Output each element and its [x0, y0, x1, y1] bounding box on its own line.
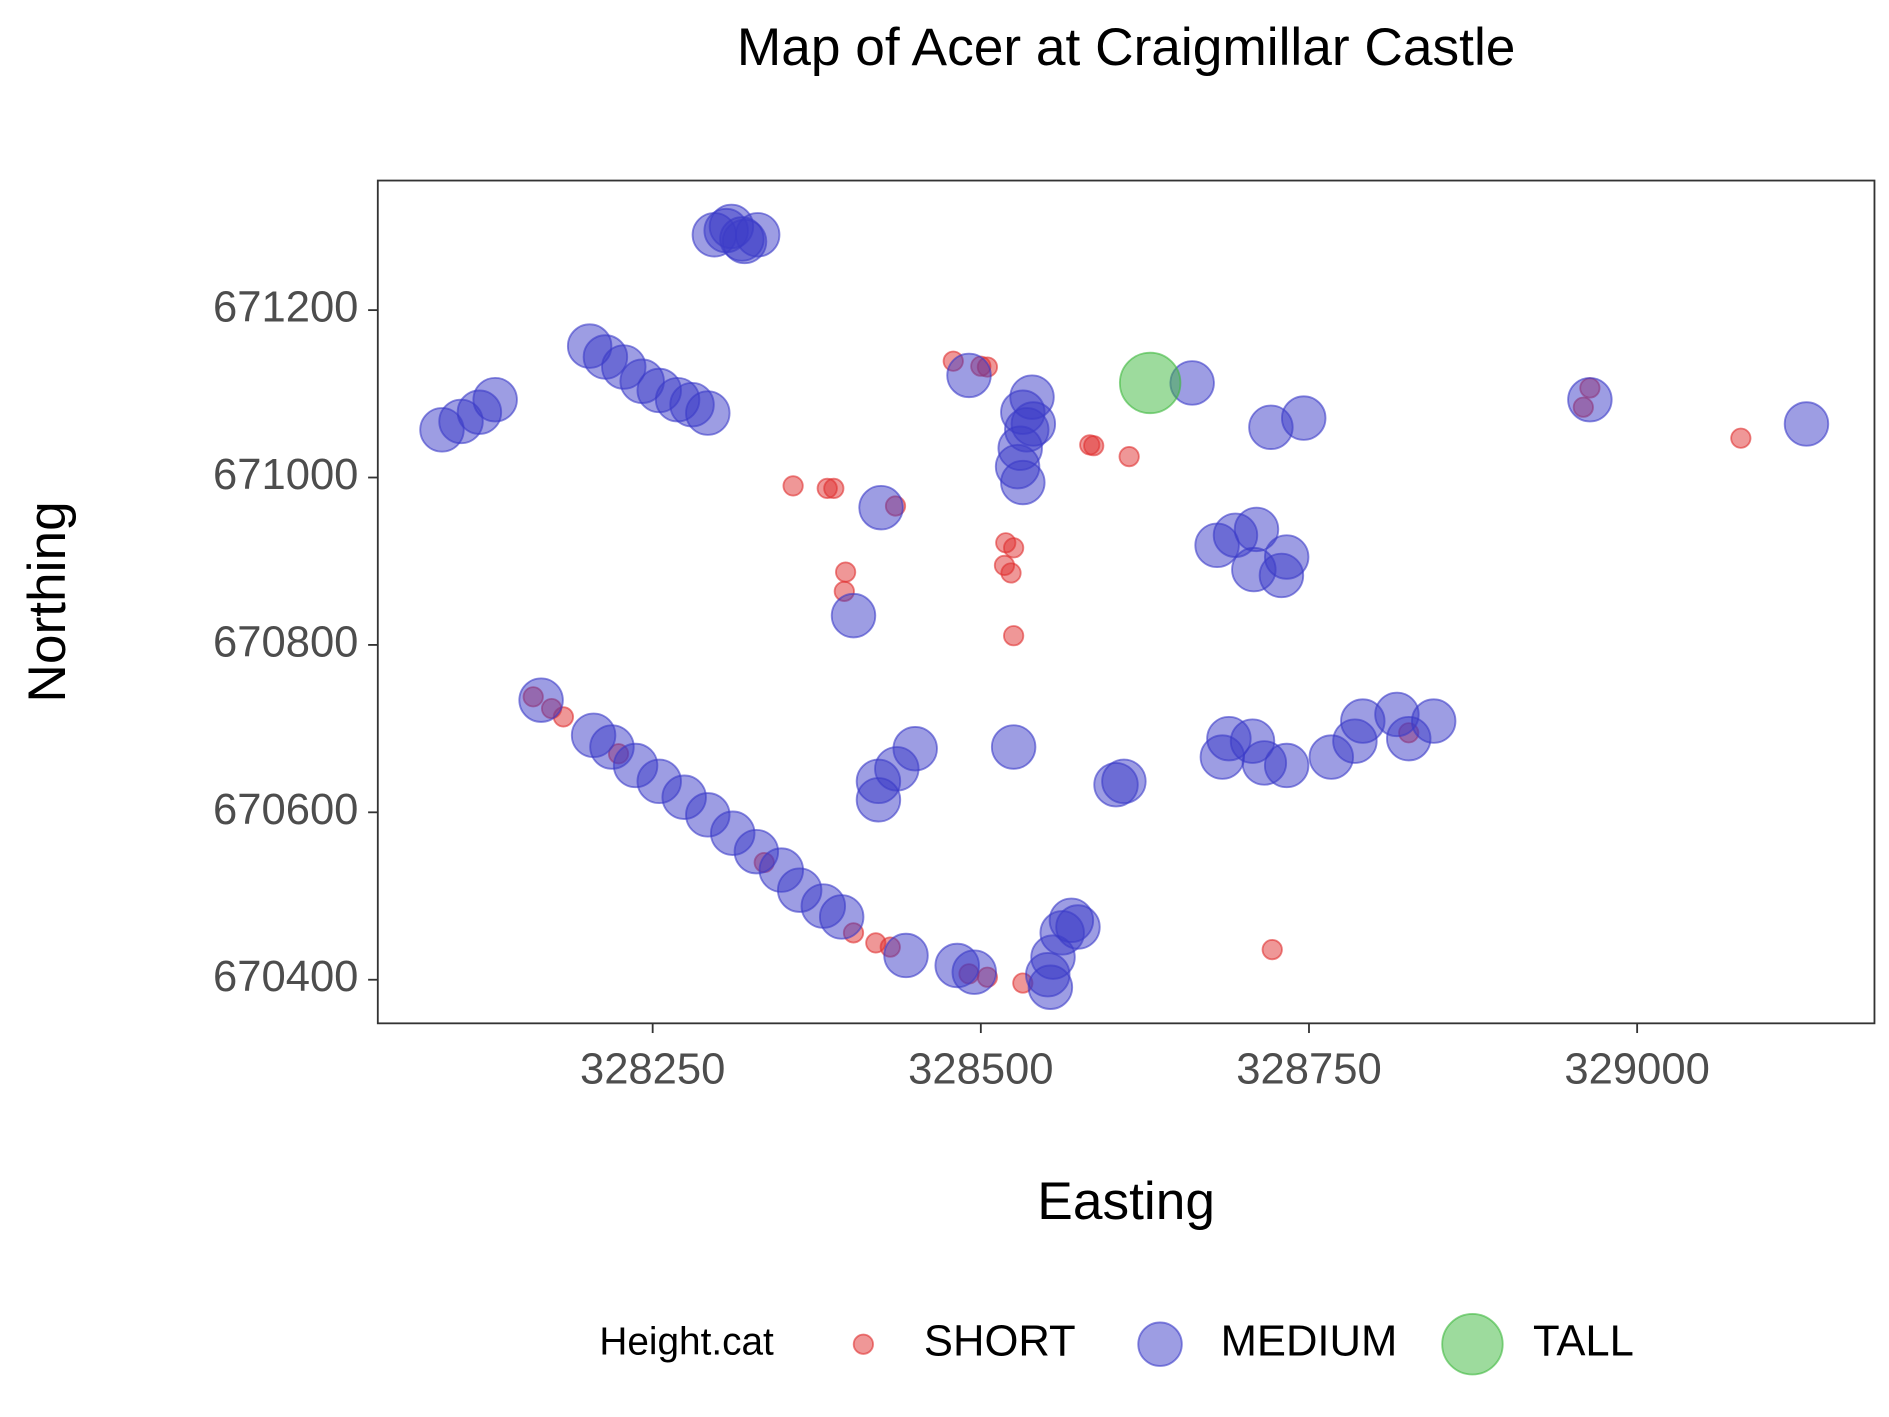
point [1783, 401, 1830, 447]
point [1281, 395, 1327, 441]
point [782, 475, 804, 497]
point [719, 216, 765, 262]
x-tick-label: 328750 [1236, 1045, 1381, 1093]
point [1263, 742, 1310, 789]
point [1118, 351, 1182, 415]
point [818, 894, 865, 940]
panel-border [376, 179, 1876, 1025]
point [1410, 698, 1457, 744]
point [883, 932, 929, 979]
y-tick-label: 671000 [213, 451, 358, 499]
point [685, 390, 731, 436]
legend-swatch [852, 1333, 874, 1355]
x-tick-label: 328500 [908, 1045, 1053, 1093]
legend-label: TALL [1533, 1318, 1634, 1366]
point [1118, 445, 1140, 468]
chart-title: Map of Acer at Craigmillar Castle [737, 18, 1516, 77]
point [1027, 964, 1074, 1010]
point [951, 949, 997, 995]
point [472, 376, 518, 423]
x-axis-label: Easting [1037, 1172, 1215, 1231]
y-axis-label: Northing [18, 501, 77, 702]
y-tick-label: 671200 [213, 284, 358, 332]
point [858, 484, 904, 531]
legend-swatch [1137, 1321, 1183, 1367]
point [1261, 938, 1283, 961]
point [990, 724, 1037, 770]
x-tick-label: 328250 [580, 1045, 725, 1093]
y-tick-label: 670800 [213, 618, 358, 666]
point [1055, 904, 1101, 950]
legend-label: SHORT [924, 1318, 1076, 1366]
point [1000, 562, 1022, 584]
legend-label: MEDIUM [1221, 1318, 1398, 1366]
point [1003, 537, 1025, 559]
point [1010, 401, 1057, 447]
y-tick-label: 670400 [213, 953, 358, 1001]
point [1101, 758, 1147, 805]
legend-title: Height.cat [599, 1320, 774, 1363]
point [1000, 459, 1046, 506]
point [855, 777, 902, 823]
point [830, 592, 877, 639]
point [1083, 435, 1105, 457]
point [1003, 625, 1025, 647]
legend-swatch [1441, 1313, 1504, 1376]
point [1263, 534, 1310, 580]
x-tick-label: 329000 [1564, 1045, 1709, 1093]
point [946, 352, 992, 399]
point [1567, 376, 1613, 423]
point [1730, 427, 1752, 449]
point [823, 477, 845, 499]
point [892, 726, 938, 772]
point [518, 677, 564, 723]
y-tick-label: 670600 [213, 786, 358, 834]
point [835, 561, 857, 583]
